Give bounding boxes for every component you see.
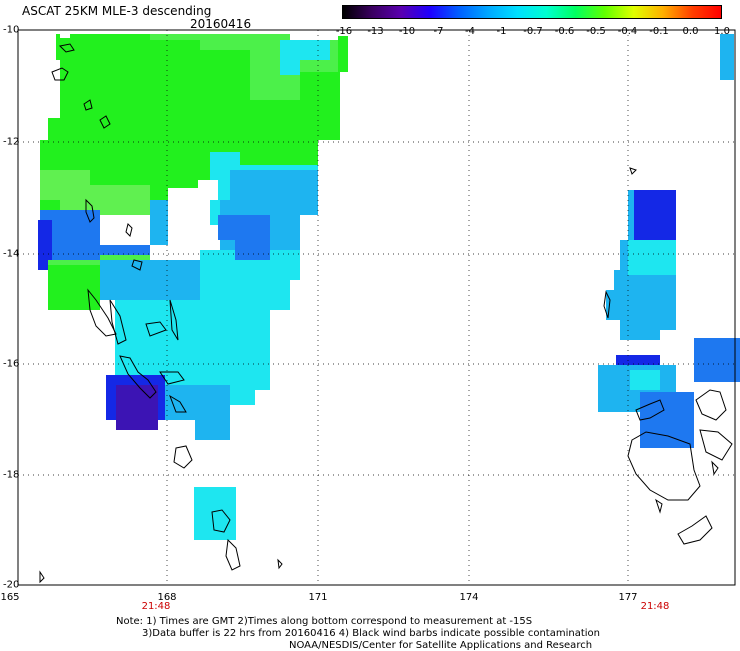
lat-label: -14 [3, 248, 20, 260]
lat-label: -10 [3, 24, 20, 36]
map-title: ASCAT 25KM MLE-3 descending [22, 4, 212, 18]
coastlines [39, 43, 733, 584]
lat-label: -12 [3, 136, 20, 148]
color-scale-label: -7 [433, 26, 444, 37]
lon-label: 168 [157, 592, 177, 603]
color-scale-label: -0.7 [523, 26, 543, 37]
color-scale-label: 0.0 [682, 26, 699, 37]
lat-label: -20 [3, 579, 20, 591]
note-line-3: NOAA/NESDIS/Center for Satellite Applica… [289, 640, 593, 651]
lon-label: 165 [0, 592, 20, 603]
color-scale-label: -0.1 [649, 26, 669, 37]
color-scale-label: -10 [398, 26, 416, 37]
color-scale-label: -13 [367, 26, 384, 37]
lat-label: -16 [3, 358, 20, 370]
lat-label: -18 [3, 469, 20, 481]
color-scale-label: -0.4 [617, 26, 638, 37]
color-scale-label: -0.6 [554, 26, 575, 37]
map-date: 20160416 [190, 17, 252, 31]
lon-label: 174 [459, 592, 479, 603]
color-scale-label: -4 [465, 26, 475, 37]
wind-data-swaths [38, 34, 740, 540]
color-scale-label: -0.5 [586, 26, 606, 37]
lon-label: 171 [308, 592, 328, 603]
lon-label: 177 [618, 592, 638, 603]
pass-time-label: 21:48 [141, 601, 171, 612]
note-line-1: Note: 1) Times are GMT 2)Times along bot… [116, 616, 533, 627]
color-scale-label: -1 [496, 26, 507, 37]
note-line-2: 3)Data buffer is 22 hrs from 20160416 4)… [142, 628, 600, 639]
color-scale-label: -16 [335, 26, 353, 37]
color-scale-label: 1.0 [714, 26, 730, 37]
pass-time-label: 21:48 [640, 601, 670, 612]
map-frame [17, 29, 736, 586]
color-scale-bar [342, 5, 722, 19]
